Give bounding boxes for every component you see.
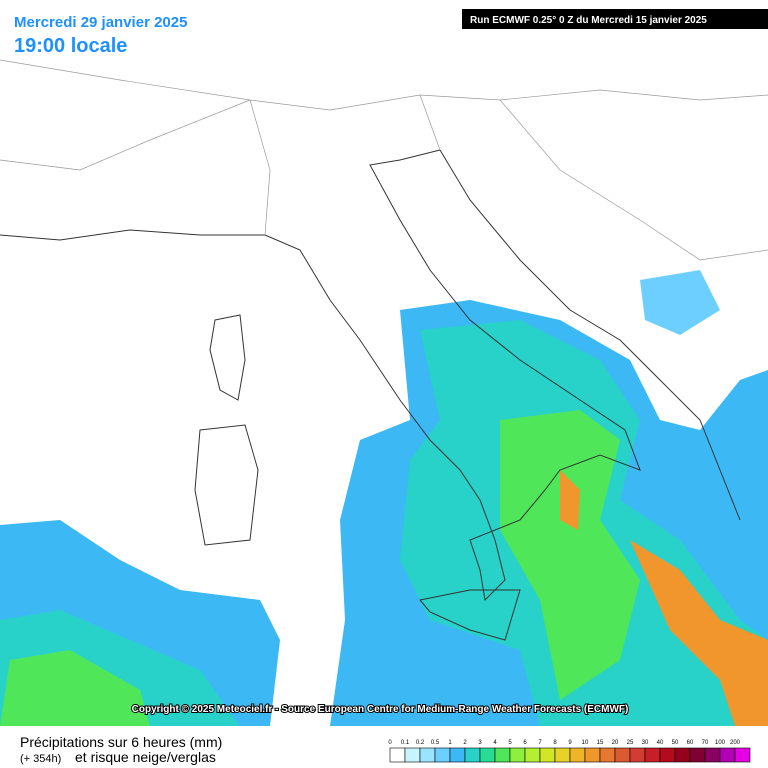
- legend-swatch: [659, 747, 676, 763]
- legend-label: 15: [597, 740, 604, 746]
- date: Mercredi 29 janvier 2025: [14, 14, 187, 31]
- coastline: [419, 589, 521, 641]
- precipitation: [0, 270, 768, 726]
- legend-label: 6: [523, 740, 527, 746]
- precip-area: [640, 270, 720, 335]
- legend-swatch: [719, 747, 736, 763]
- legend-label: 0.1: [401, 740, 410, 746]
- precip-area: [560, 470, 580, 530]
- legend-swatch: [494, 747, 511, 763]
- legend-label: 100: [715, 740, 726, 746]
- legend-swatch: [689, 747, 706, 763]
- legend-label: 40: [657, 740, 664, 746]
- legend-label: 8: [553, 740, 557, 746]
- border: [419, 94, 441, 151]
- legend-label: 7: [538, 740, 542, 746]
- legend-label: 0: [388, 740, 392, 746]
- coastline: [439, 149, 741, 521]
- legend-swatch: [539, 747, 556, 763]
- coastline: [209, 314, 246, 401]
- precip-area: [630, 540, 768, 726]
- coastline: [264, 149, 641, 602]
- legend-label: 70: [702, 740, 709, 746]
- legend-swatch: [479, 747, 496, 763]
- precip-area: [0, 650, 150, 726]
- legend-swatch: [449, 747, 466, 763]
- footer-lead: (+ 354h): [20, 753, 61, 765]
- border: [0, 99, 251, 171]
- legend-label: 9: [568, 740, 572, 746]
- legend-label: 3: [478, 740, 482, 746]
- legend-label: 30: [642, 740, 649, 746]
- legend-label: 2: [463, 740, 467, 746]
- legend-label: 10: [582, 740, 589, 746]
- legend-swatch: [599, 747, 616, 763]
- legend-swatch: [644, 747, 661, 763]
- legend-label: 25: [627, 740, 634, 746]
- footer-title: Précipitations sur 6 heures (mm): [20, 734, 222, 750]
- legend-swatch: [569, 747, 586, 763]
- legend-swatch: [419, 747, 436, 763]
- legend-swatch: [389, 747, 406, 763]
- legend-label: 0.2: [416, 740, 425, 746]
- time: 19:00 locale: [14, 35, 127, 57]
- legend-swatch: [554, 747, 571, 763]
- legend-label: 1: [448, 740, 452, 746]
- legend-swatch: [629, 747, 646, 763]
- legend-label: 200: [730, 740, 741, 746]
- legend-swatch: [704, 747, 721, 763]
- legend-swatch: [509, 747, 526, 763]
- precip-area: [500, 410, 640, 700]
- borders: [0, 59, 768, 261]
- coastlines: [0, 149, 741, 641]
- copyright: Copyright © 2025 Meteociel.fr - Source E…: [132, 704, 629, 715]
- legend: 0 0.1 0.2 0.5 1 2 3 4 5 6 7 8 9 10 15 20 25 30 40 50 60 70 100…: [388, 740, 751, 763]
- run-box: [462, 9, 768, 29]
- border: [499, 99, 768, 261]
- legend-swatch: [674, 747, 691, 763]
- coastline: [0, 229, 265, 241]
- legend-label: 50: [672, 740, 679, 746]
- legend-swatch: [464, 747, 481, 763]
- legend-swatch: [614, 747, 631, 763]
- legend-swatch: [584, 747, 601, 763]
- legend-swatch: [434, 747, 451, 763]
- legend-swatch: [524, 747, 541, 763]
- legend-label: 20: [612, 740, 619, 746]
- legend-label: 5: [508, 740, 512, 746]
- run: Run ECMWF 0.25° 0 Z du Mercredi 15 janvi…: [470, 15, 707, 26]
- coastline: [194, 424, 259, 546]
- legend-swatch: [734, 747, 751, 763]
- legend-label: 0.5: [431, 740, 440, 746]
- legend-label: 4: [493, 740, 497, 746]
- legend-swatch: [404, 747, 421, 763]
- footer-subtitle: et risque neige/verglas: [75, 749, 216, 765]
- legend-label: 60: [687, 740, 694, 746]
- border: [249, 99, 271, 236]
